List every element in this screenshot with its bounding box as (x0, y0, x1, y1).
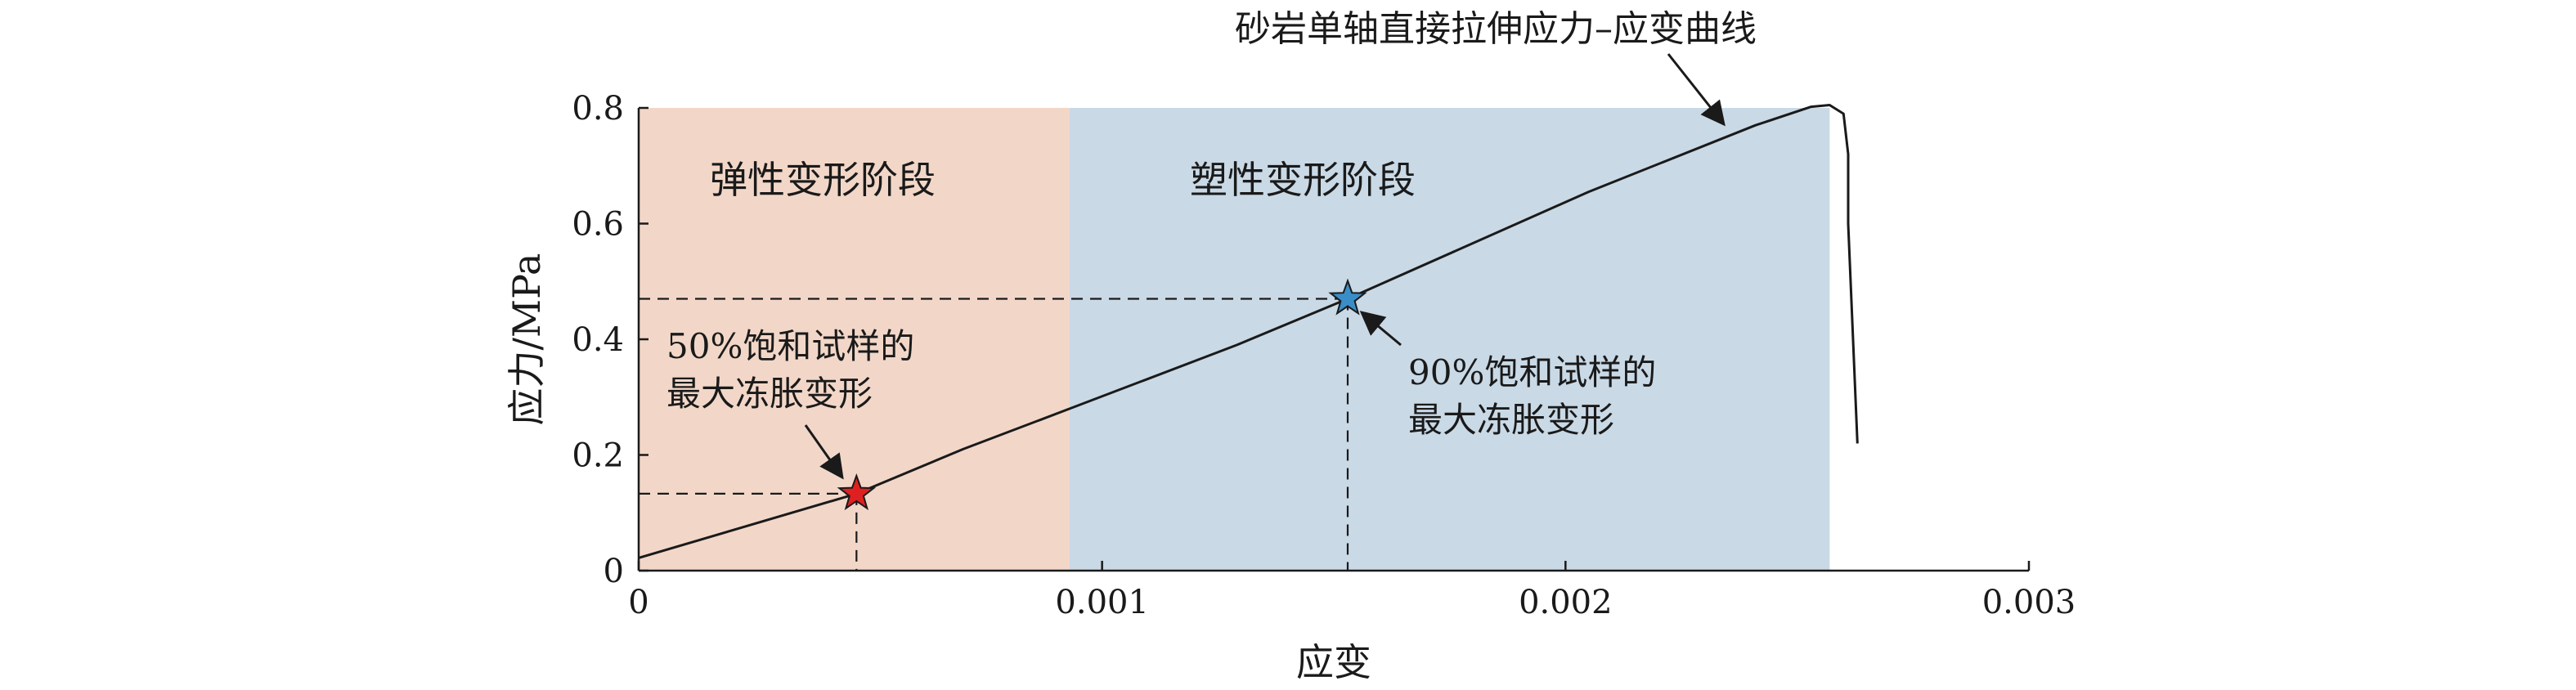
curve-label: 砂岩单轴直接拉伸应力–应变曲线 (1235, 8, 1757, 50)
y-axis-title: 应力/MPa (505, 253, 549, 426)
point-annotation-2-line-1: 90%饱和试样的 (1408, 352, 1656, 392)
y-tick-label: 0 (604, 553, 624, 590)
x-axis-title: 应变 (1296, 640, 1371, 684)
axis-ticks: 0 0.001 0.002 0.003 0 0.2 0.4 0.6 0.8 (572, 90, 2076, 621)
star-marker-2 (1328, 278, 1367, 316)
curve-label-arrow (1667, 53, 1726, 127)
annotations: 50%饱和试样的最大冻胀变形90%饱和试样的最大冻胀变形砂岩单轴直接拉伸应力–应… (666, 8, 1757, 480)
guide-lines (639, 298, 1349, 571)
annotation-arrow-2 (1359, 311, 1402, 347)
x-tick-label: 0.003 (1982, 584, 2076, 621)
point-annotation-1-line-1: 50%饱和试样的 (666, 326, 914, 366)
phase-regions: 弹性变形阶段 塑性变形阶段 (639, 108, 1830, 571)
y-tick-label: 0.6 (572, 206, 624, 244)
x-tick-label: 0.002 (1519, 584, 1613, 621)
point-annotation-2-line-2: 最大冻胀变形 (1408, 400, 1614, 440)
phase-label-1: 弹性变形阶段 (710, 158, 936, 202)
y-tick-label: 0.8 (572, 90, 624, 128)
point-annotation-1-line-2: 最大冻胀变形 (666, 374, 873, 414)
series-line-1 (638, 104, 1859, 559)
star-marker-1 (837, 473, 877, 511)
annotation-arrow-1 (804, 424, 844, 480)
phase-region-2 (1070, 108, 1830, 571)
phase-label-2: 塑性变形阶段 (1190, 158, 1416, 202)
y-tick-label: 0.2 (572, 437, 624, 475)
point-markers (837, 278, 1367, 511)
x-tick-label: 0.001 (1055, 584, 1149, 621)
y-tick-label: 0.4 (572, 321, 624, 359)
x-tick-label: 0 (628, 584, 648, 621)
series-group (638, 104, 1859, 559)
